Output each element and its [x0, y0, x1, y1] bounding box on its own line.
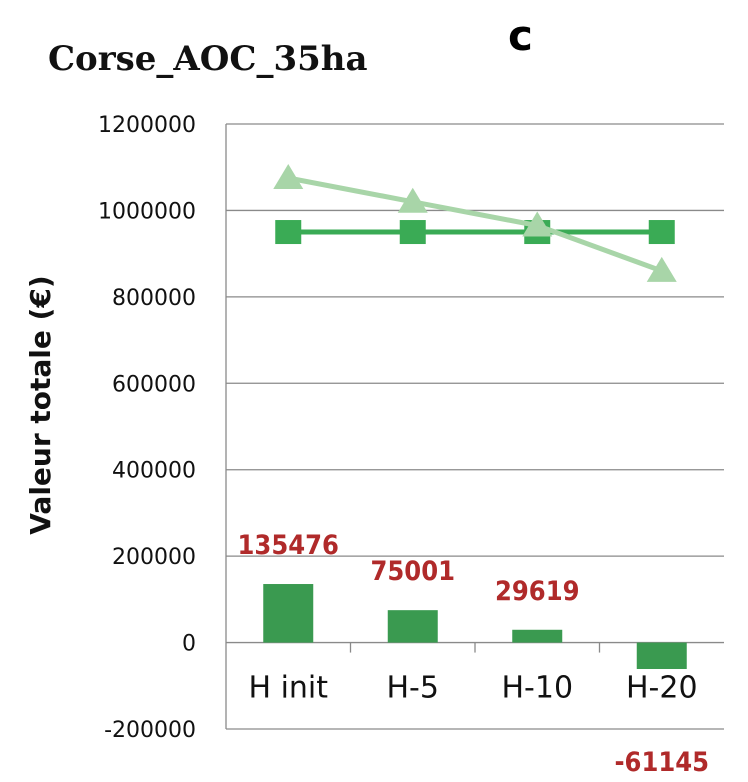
triangle-marker	[646, 256, 677, 282]
y-tick-label: 1000000	[98, 199, 196, 224]
bar	[387, 610, 438, 643]
data-label: 135476	[238, 530, 339, 561]
y-tick-label: 400000	[112, 459, 196, 484]
data-label: -61145	[614, 747, 709, 778]
triangle-marker	[273, 164, 304, 190]
chart-title: Corse_AOC_35ha	[48, 39, 368, 79]
square-marker	[648, 220, 675, 245]
x-tick-labels: H init H-5 H-10 H-20	[248, 671, 697, 706]
bars	[263, 584, 687, 669]
x-tick-label: H init	[248, 671, 328, 706]
y-tick-label: 0	[182, 632, 196, 657]
data-labels: 135476 75001 29619 -61145	[238, 530, 710, 778]
y-tick-label: 200000	[112, 545, 196, 570]
series-line-triangle	[287, 175, 663, 274]
bar	[263, 584, 314, 643]
x-tick-label: H-10	[501, 671, 573, 706]
bar	[636, 642, 687, 669]
y-tick-label: 800000	[112, 286, 196, 311]
data-label: 29619	[495, 576, 580, 607]
triangle-marker	[397, 187, 428, 213]
y-axis-label: Valeur totale (€)	[24, 275, 57, 534]
y-tick-labels: -200000 0 200000 400000 600000 800000 1000000 1…	[98, 113, 196, 743]
y-tick-label: 1200000	[98, 113, 196, 138]
y-tick-label: -200000	[104, 718, 196, 743]
square-marker	[399, 220, 426, 245]
bar	[512, 629, 563, 643]
square-marker	[275, 220, 302, 245]
triangle-marker	[522, 211, 553, 237]
x-tick-label: H-20	[626, 671, 698, 706]
data-label: 75001	[370, 556, 455, 587]
x-tick-label: H-5	[387, 671, 439, 706]
lines	[273, 164, 677, 282]
panel-label: c	[508, 11, 533, 60]
y-tick-label: 600000	[112, 372, 196, 397]
